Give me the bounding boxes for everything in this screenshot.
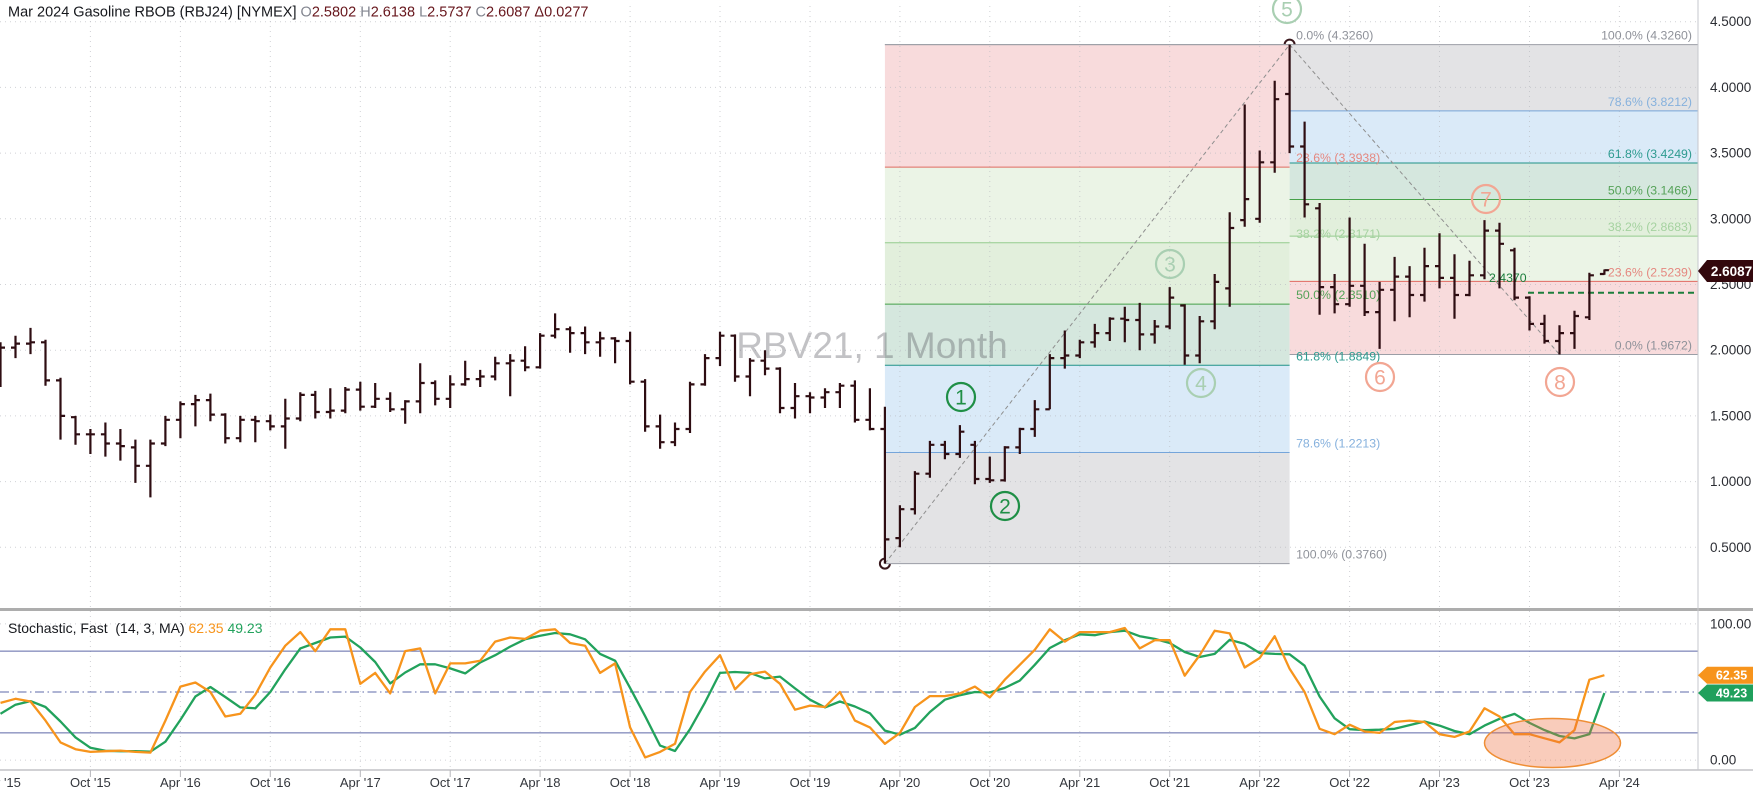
svg-text:2.4370: 2.4370 [1489,271,1527,285]
svg-text:Mar 2024 Gasoline RBOB (RBJ24): Mar 2024 Gasoline RBOB (RBJ24) [NYMEX] O… [8,5,588,21]
svg-text:0.5000: 0.5000 [1710,540,1751,555]
svg-text:6: 6 [1374,367,1386,390]
svg-text:Apr '24: Apr '24 [1599,775,1640,790]
svg-text:38.2% (2.8683): 38.2% (2.8683) [1608,220,1692,234]
svg-text:Stochastic, Fast (14, 3, MA): Stochastic, Fast (14, 3, MA) 62.35 49.23 [8,620,263,636]
svg-text:62.35: 62.35 [1716,669,1747,683]
svg-text:100.0% (0.3760): 100.0% (0.3760) [1296,548,1387,562]
svg-text:Oct '16: Oct '16 [250,775,291,790]
svg-text:Apr '15: Apr '15 [0,775,21,790]
svg-text:100.00: 100.00 [1710,616,1751,631]
svg-text:8: 8 [1554,372,1566,395]
svg-text:2.6087: 2.6087 [1711,264,1752,279]
svg-text:Apr '23: Apr '23 [1419,775,1460,790]
svg-text:Apr '16: Apr '16 [160,775,201,790]
svg-text:23.6% (2.5239): 23.6% (2.5239) [1608,265,1692,279]
svg-text:1: 1 [955,387,967,410]
svg-text:0.0% (4.3260): 0.0% (4.3260) [1296,29,1373,43]
svg-text:4: 4 [1195,373,1207,396]
svg-text:Apr '17: Apr '17 [340,775,381,790]
svg-text:3.5000: 3.5000 [1710,146,1751,161]
svg-text:100.0% (4.3260): 100.0% (4.3260) [1601,29,1692,43]
svg-text:3.0000: 3.0000 [1710,211,1751,226]
svg-text:Oct '15: Oct '15 [70,775,111,790]
svg-text:50.0% (3.1466): 50.0% (3.1466) [1608,184,1692,198]
svg-text:4.0000: 4.0000 [1710,80,1751,95]
svg-text:Oct '21: Oct '21 [1149,775,1190,790]
svg-text:Oct '17: Oct '17 [430,775,471,790]
svg-text:Apr '18: Apr '18 [520,775,561,790]
svg-text:78.6% (3.8212): 78.6% (3.8212) [1608,95,1692,109]
svg-text:38.2% (2.8171): 38.2% (2.8171) [1296,227,1380,241]
svg-text:49.23: 49.23 [1716,687,1747,701]
svg-text:61.8% (3.4249): 61.8% (3.4249) [1608,147,1692,161]
svg-text:23.6% (3.3938): 23.6% (3.3938) [1296,151,1380,165]
svg-text:7: 7 [1480,189,1492,212]
svg-text:2: 2 [999,496,1011,519]
svg-text:Oct '20: Oct '20 [969,775,1010,790]
svg-text:4.5000: 4.5000 [1710,14,1751,29]
svg-text:Oct '23: Oct '23 [1509,775,1550,790]
svg-text:Oct '18: Oct '18 [610,775,651,790]
svg-text:0.0% (1.9672): 0.0% (1.9672) [1615,339,1692,353]
svg-text:50.0% (2.3510): 50.0% (2.3510) [1296,288,1380,302]
svg-text:2.0000: 2.0000 [1710,343,1751,358]
svg-text:1.0000: 1.0000 [1710,474,1751,489]
svg-text:78.6% (1.2213): 78.6% (1.2213) [1296,437,1380,451]
svg-text:Apr '20: Apr '20 [880,775,921,790]
svg-text:Oct '19: Oct '19 [790,775,831,790]
svg-text:Apr '19: Apr '19 [700,775,741,790]
svg-text:5: 5 [1281,0,1293,22]
svg-text:Oct '22: Oct '22 [1329,775,1370,790]
svg-text:RBV21, 1 Month: RBV21, 1 Month [736,325,1007,366]
svg-text:0.00: 0.00 [1710,753,1736,768]
svg-text:1.5000: 1.5000 [1710,408,1751,423]
svg-text:61.8% (1.8849): 61.8% (1.8849) [1296,349,1380,363]
svg-text:3: 3 [1164,254,1176,277]
svg-text:Apr '21: Apr '21 [1059,775,1100,790]
svg-text:Apr '22: Apr '22 [1239,775,1280,790]
